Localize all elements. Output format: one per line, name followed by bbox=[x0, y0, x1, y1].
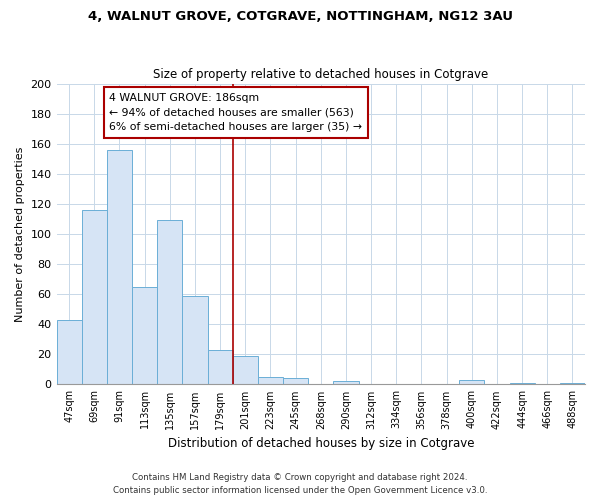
Bar bbox=[283, 378, 308, 384]
Text: 4 WALNUT GROVE: 186sqm
← 94% of detached houses are smaller (563)
6% of semi-det: 4 WALNUT GROVE: 186sqm ← 94% of detached… bbox=[109, 92, 362, 132]
Y-axis label: Number of detached properties: Number of detached properties bbox=[15, 146, 25, 322]
Bar bbox=[233, 356, 258, 384]
Bar bbox=[107, 150, 132, 384]
Text: 4, WALNUT GROVE, COTGRAVE, NOTTINGHAM, NG12 3AU: 4, WALNUT GROVE, COTGRAVE, NOTTINGHAM, N… bbox=[88, 10, 512, 23]
Bar bbox=[132, 286, 157, 384]
Bar bbox=[208, 350, 233, 384]
X-axis label: Distribution of detached houses by size in Cotgrave: Distribution of detached houses by size … bbox=[167, 437, 474, 450]
Bar bbox=[459, 380, 484, 384]
Bar bbox=[82, 210, 107, 384]
Bar bbox=[157, 220, 182, 384]
Bar bbox=[56, 320, 82, 384]
Bar bbox=[258, 377, 283, 384]
Bar bbox=[182, 296, 208, 384]
Text: Contains HM Land Registry data © Crown copyright and database right 2024.
Contai: Contains HM Land Registry data © Crown c… bbox=[113, 474, 487, 495]
Bar bbox=[334, 382, 359, 384]
Bar bbox=[560, 383, 585, 384]
Title: Size of property relative to detached houses in Cotgrave: Size of property relative to detached ho… bbox=[153, 68, 488, 81]
Bar bbox=[509, 383, 535, 384]
